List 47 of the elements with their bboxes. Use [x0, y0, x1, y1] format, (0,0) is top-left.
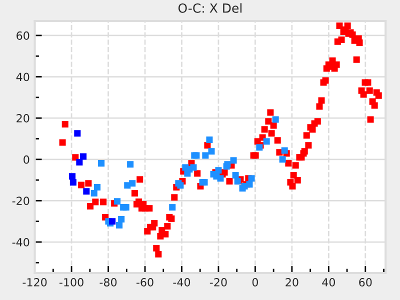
point	[90, 190, 98, 197]
point	[272, 116, 279, 123]
point	[114, 198, 121, 205]
chart-title: O-C: X Del	[178, 3, 242, 13]
x-tick-label: -20	[210, 278, 227, 286]
point	[74, 130, 81, 137]
x-tick-label: -80	[100, 278, 117, 286]
point	[169, 204, 176, 211]
x-tick-label: -100	[59, 278, 84, 286]
x-tick-label: -60	[136, 278, 154, 286]
x-tick-label: 0	[252, 278, 258, 286]
y-tick-label: 0	[24, 155, 30, 164]
point	[127, 161, 134, 168]
y-tick-label: 60	[16, 31, 30, 40]
point	[80, 153, 87, 160]
point	[281, 147, 288, 154]
point	[217, 175, 224, 182]
point	[116, 222, 123, 229]
point	[208, 148, 215, 155]
point	[246, 181, 253, 188]
point	[70, 179, 76, 186]
point	[129, 180, 136, 187]
point	[69, 173, 76, 180]
y-tick-label: -40	[12, 238, 30, 246]
point	[206, 136, 213, 144]
x-tick-label: 40	[322, 278, 335, 286]
y-tick-label: -20	[12, 196, 30, 206]
point	[202, 152, 209, 159]
x-tick-label: 60	[359, 278, 372, 286]
point	[248, 175, 255, 182]
point	[122, 204, 130, 211]
x-tick-label: -40	[173, 278, 190, 286]
point	[190, 164, 197, 171]
x-tick-label: 20	[286, 278, 298, 286]
x-tick-label: -120	[22, 278, 47, 286]
point	[215, 167, 222, 174]
point	[263, 138, 270, 145]
point	[230, 157, 237, 164]
point	[279, 156, 286, 163]
point	[98, 160, 105, 167]
point	[94, 184, 101, 191]
y-tick-label: 40	[16, 72, 30, 82]
point	[83, 188, 90, 195]
point	[76, 159, 83, 166]
y-tick-label: 20	[16, 114, 30, 122]
point	[118, 216, 125, 223]
point	[232, 172, 239, 179]
